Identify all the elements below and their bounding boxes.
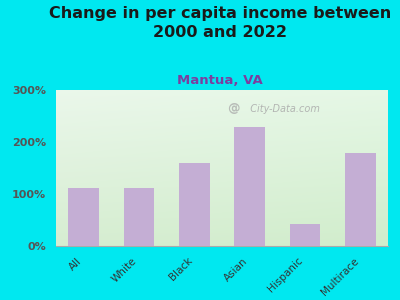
Bar — [234, 128, 265, 246]
Bar — [290, 224, 320, 246]
Text: Change in per capita income between
2000 and 2022: Change in per capita income between 2000… — [49, 6, 391, 40]
Bar — [345, 153, 376, 246]
Bar — [68, 188, 99, 246]
Bar — [179, 163, 210, 246]
Text: Mantua, VA: Mantua, VA — [177, 74, 263, 86]
Text: City-Data.com: City-Data.com — [244, 104, 320, 114]
Bar — [124, 188, 154, 246]
Text: @: @ — [227, 102, 240, 115]
